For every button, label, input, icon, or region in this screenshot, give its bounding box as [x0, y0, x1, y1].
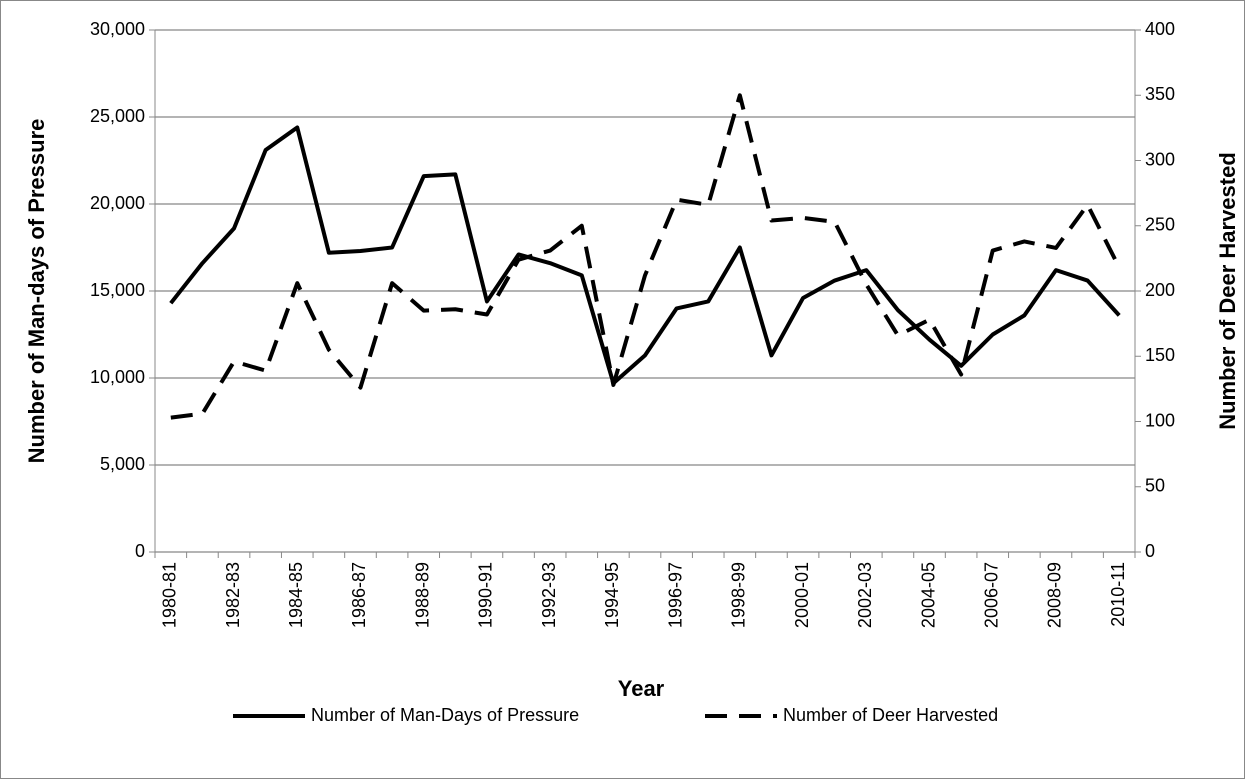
y-axis-title: Number of Man-days of Pressure: [24, 119, 49, 464]
y2-tick-label: 200: [1145, 280, 1175, 300]
y2-tick-label: 300: [1145, 149, 1175, 169]
x-tick-label: 1990-91: [476, 562, 496, 628]
x-tick-label: 2010-11: [1108, 562, 1128, 627]
y2-tick-label: 400: [1145, 19, 1175, 39]
y2-tick-label: 250: [1145, 215, 1175, 235]
y2-tick-label: 0: [1145, 541, 1155, 561]
y2-tick-label: 150: [1145, 345, 1175, 365]
y-tick-label: 10,000: [90, 367, 145, 387]
x-tick-label: 1986-87: [349, 562, 369, 628]
x-tick-label: 1982-83: [223, 562, 243, 628]
x-tick-label: 1994-95: [602, 562, 622, 628]
x-tick-label: 2006-07: [981, 562, 1001, 628]
y-tick-label: 0: [135, 541, 145, 561]
x-tick-label: 1988-89: [412, 562, 432, 628]
x-axis-title: Year: [618, 676, 665, 701]
x-tick-label: 2008-09: [1045, 562, 1065, 628]
x-tick-label: 2002-03: [855, 562, 875, 628]
x-tick-label: 2000-01: [792, 562, 812, 628]
x-tick-label: 1996-97: [665, 562, 685, 628]
x-tick-label: 1992-93: [539, 562, 559, 628]
series-line: [169, 125, 1121, 386]
series-line: [170, 93, 1121, 420]
y-tick-label: 5,000: [100, 454, 145, 474]
y2-tick-label: 100: [1145, 410, 1175, 430]
y-tick-label: 30,000: [90, 19, 145, 39]
y-tick-label: 15,000: [90, 280, 145, 300]
y-tick-label: 25,000: [90, 106, 145, 126]
y2-axis-title: Number of Deer Harvested: [1215, 152, 1240, 430]
legend-label: Number of Man-Days of Pressure: [311, 705, 579, 725]
legend-label: Number of Deer Harvested: [783, 705, 998, 725]
x-tick-label: 2004-05: [918, 562, 938, 628]
x-tick-label: 1998-99: [729, 562, 749, 628]
y-tick-label: 20,000: [90, 193, 145, 213]
x-tick-label: 1984-85: [286, 562, 306, 628]
y2-tick-label: 50: [1145, 476, 1165, 496]
y2-tick-label: 350: [1145, 84, 1175, 104]
x-tick-label: 1980-81: [160, 562, 180, 628]
